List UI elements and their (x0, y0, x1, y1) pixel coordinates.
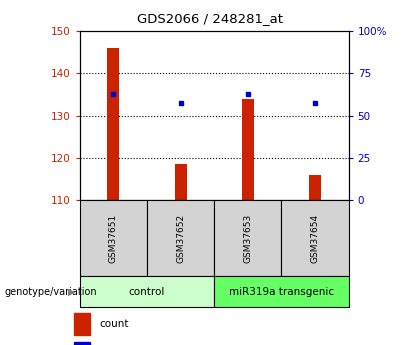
FancyBboxPatch shape (281, 200, 349, 276)
Text: GSM37651: GSM37651 (109, 214, 118, 263)
FancyBboxPatch shape (214, 276, 349, 307)
FancyBboxPatch shape (80, 276, 214, 307)
Bar (242, 99, 254, 200)
Text: GSM37654: GSM37654 (310, 214, 320, 263)
Bar (175, 164, 186, 200)
Text: genotype/variation: genotype/variation (4, 287, 97, 296)
FancyBboxPatch shape (147, 200, 214, 276)
Text: count: count (99, 319, 129, 329)
Bar (74, 343, 90, 345)
FancyBboxPatch shape (214, 200, 281, 276)
Bar (309, 175, 321, 200)
Text: GSM37652: GSM37652 (176, 214, 185, 263)
Text: ▶: ▶ (68, 287, 75, 296)
Text: GSM37653: GSM37653 (243, 214, 252, 263)
Text: miR319a transgenic: miR319a transgenic (229, 287, 334, 296)
Text: GDS2066 / 248281_at: GDS2066 / 248281_at (137, 12, 283, 25)
Text: control: control (129, 287, 165, 296)
FancyBboxPatch shape (80, 200, 147, 276)
Bar (108, 48, 119, 200)
Bar (74, 313, 90, 335)
